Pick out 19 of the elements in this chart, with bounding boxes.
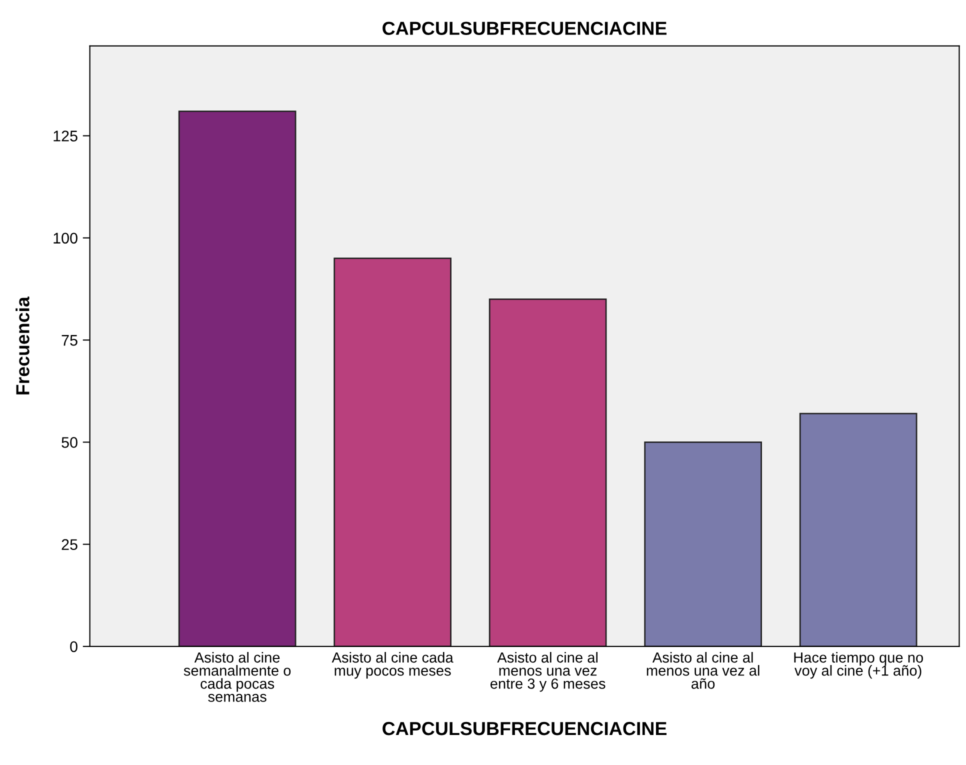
y-tick-label: 100: [54, 232, 78, 244]
x-tick-label: Asisto al cine al menos una vez al año: [646, 652, 760, 689]
y-tick-label: 75: [62, 335, 78, 346]
y-axis-title: Frecuencia: [16, 296, 30, 394]
x-tick-label: Hace tiempo que no voy al cine (+1 año): [794, 652, 923, 679]
bar: [334, 258, 452, 646]
bar: [178, 110, 296, 646]
x-tick-label: Asisto al cine al menos una vez entre 3 y 6 meses: [490, 652, 606, 692]
x-tick-label: Asisto al cine cada muy pocos meses: [332, 652, 454, 679]
bar: [488, 298, 607, 646]
x-axis-title: CAPCULSUBFRECUENCIACINE: [382, 722, 667, 736]
y-tick-label: 125: [54, 130, 78, 142]
x-tick-label: Asisto al cine semanalmente o cada pocas semanas: [184, 652, 291, 702]
y-tick-label: 25: [62, 539, 78, 550]
bar: [644, 441, 762, 646]
y-tick-label: 0: [70, 641, 78, 652]
chart-title: CAPCULSUBFRECUENCIACINE: [382, 22, 667, 35]
y-tick-label: 50: [62, 437, 78, 448]
bar: [799, 412, 918, 646]
